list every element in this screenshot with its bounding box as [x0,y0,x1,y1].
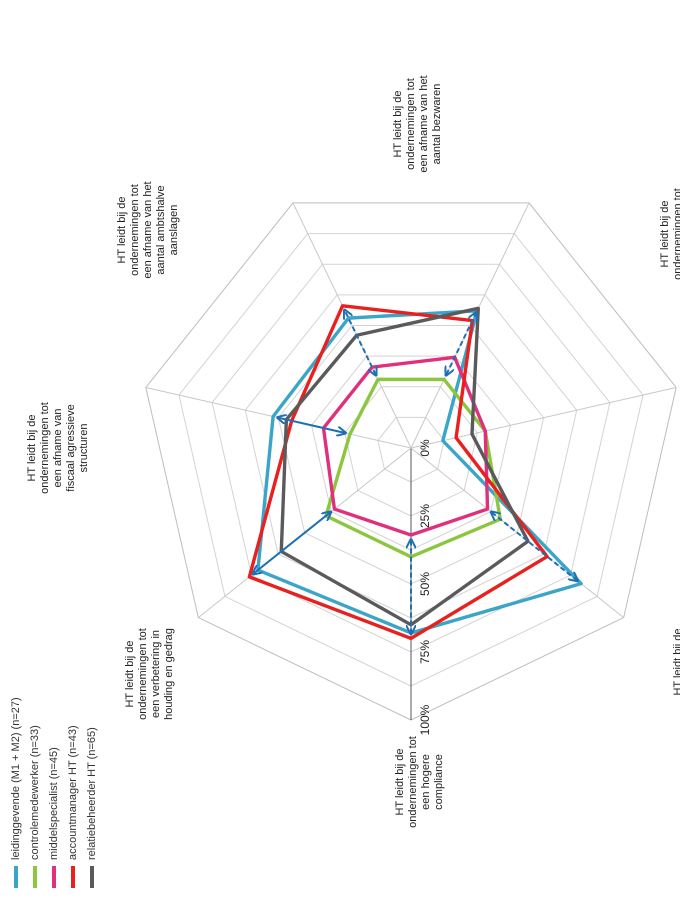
tick-label: 50% [418,572,432,596]
axis-label-line: een verbetering in [150,629,162,719]
axis-label-line: HT leidt bij de [394,748,406,816]
axis-label-line: aantal ambtshalve [154,185,167,275]
axis-label-line: compliance [433,754,445,810]
legend-swatch [51,866,56,888]
axis-label-line: ondernemingen tot [38,402,51,494]
axis-label-line: een afname van het [418,75,430,173]
legend-item: controlemedewerker (n=33) [27,697,42,888]
legend-swatch [32,866,37,888]
legend-label: accountmanager HT (n=43) [66,725,79,860]
axis-label-line: structuren [77,423,90,473]
difference-arrow [492,512,577,580]
axis-label-line: HT leidt bij de [115,196,128,264]
legend-label: middelspecialist (n=45) [47,747,60,860]
difference-arrow [446,313,476,374]
legend-swatch [70,866,75,888]
axis-label: HT leidt bij de ondernemingen tot een afna… [116,155,181,305]
grid-ring [377,416,445,483]
series-line [324,377,503,559]
axis-label: HT leidt bij de ondernemingen tot een afna… [392,49,444,199]
axis-label: HT leidt bij de ondernemingen tot een afna… [26,373,91,523]
axis-label-line: ondernemingen tot [405,78,417,170]
legend-item: relatiebeheerder HT (n=65) [84,697,99,888]
difference-arrow [278,418,344,433]
axis-label-line: HT leidt bij de [659,200,671,268]
grid-ring [311,355,511,551]
legend-swatch [13,866,18,888]
difference-arrow [254,512,331,573]
tick-label: 0% [418,439,432,457]
axis-label-line: ondernemingen tot [672,188,680,280]
legend: leidinggevende (M1 + M2) (n=27) controle… [8,697,103,888]
axis-label-line: ondernemingen tot [407,736,419,828]
axis-label-line: HT leidt bij de [25,414,38,482]
axis-label-line: een afname van het [141,181,154,279]
axis-spoke [410,386,677,449]
grid-ring [178,233,644,687]
tick-label: 75% [418,640,432,664]
axis-label-line: HT leidt bij de [124,640,136,708]
axis-label-line: aanslagen [167,204,180,256]
axis-label: HT leidt bij de ondernemingen tot een hoge… [394,707,446,857]
grid-ring [145,202,677,721]
grid-ring [344,386,478,517]
axis-label-line: HT leidt bij de [392,90,404,158]
tick-label: 25% [418,504,432,528]
legend-label: leidinggevende (M1 + M2) (n=27) [9,697,22,860]
difference-arrow [345,311,376,375]
series-line [321,355,490,537]
tick-label: 100% [418,704,432,735]
axis-label-line: houding en gedrag [163,628,175,720]
axis-label-line: ondernemingen tot [128,184,141,276]
legend-item: leidinggevende (M1 + M2) (n=27) [8,697,23,888]
legend-swatch [89,866,94,888]
legend-item: middelspecialist (n=45) [46,697,61,888]
legend-item: accountmanager HT (n=43) [65,697,80,888]
axis-label-line: fiscaal agressieve [64,404,77,492]
legend-label: relatiebeheerder HT (n=65) [85,727,98,860]
axis-label-line: een afname van [51,408,64,488]
axis-label-line: HT leidt bij de [672,628,680,696]
axis-label-line: aantal bezwaren [431,83,443,165]
axis-label-line: een hogere [420,754,432,810]
legend-label: controlemedewerker (n=33) [28,725,41,860]
axis-label-line: ondernemingen tot [137,628,149,720]
